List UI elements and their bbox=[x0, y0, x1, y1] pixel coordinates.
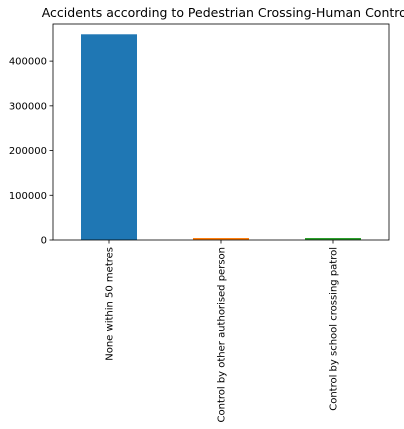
y-tick-label: 200000 bbox=[9, 146, 47, 157]
y-tick-label: 0 bbox=[41, 236, 47, 247]
x-tick-label: None within 50 metres bbox=[105, 247, 116, 361]
x-axis: None within 50 metres Control by other au… bbox=[105, 240, 340, 423]
plot-area bbox=[81, 34, 361, 240]
y-tick-label: 300000 bbox=[9, 101, 47, 112]
y-tick-label: 100000 bbox=[9, 191, 47, 202]
x-tick-label: Control by other authorised person bbox=[217, 247, 228, 423]
chart-title: Accidents according to Pedestrian Crossi… bbox=[42, 5, 404, 20]
y-tick-label: 400000 bbox=[9, 57, 47, 68]
x-tick-label: Control by school crossing patrol bbox=[329, 247, 340, 411]
bar bbox=[81, 34, 137, 240]
bar bbox=[193, 238, 249, 240]
bar bbox=[305, 238, 361, 240]
y-axis: 0 100000 200000 300000 400000 bbox=[9, 57, 53, 247]
